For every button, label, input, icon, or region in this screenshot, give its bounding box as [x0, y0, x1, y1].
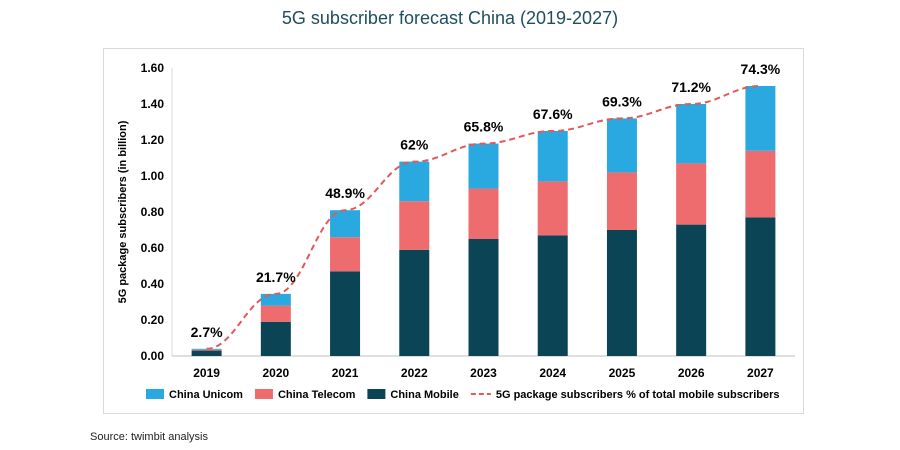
percentage-line: [206, 85, 761, 350]
bar-china-telecom: [676, 163, 707, 225]
y-tick-label: 1.00: [141, 169, 165, 183]
x-tick-label: 2019: [193, 366, 220, 380]
bar-china-unicom: [399, 161, 430, 202]
source-note: Source: twimbit analysis: [90, 431, 208, 443]
bar-china-unicom: [745, 86, 776, 151]
percentage-label: 48.9%: [325, 185, 365, 201]
x-tick-label: 2024: [539, 366, 566, 380]
bar-china-unicom: [676, 104, 707, 164]
x-tick-label: 2023: [470, 366, 497, 380]
bar-china-unicom: [468, 143, 499, 189]
bar-china-mobile: [606, 230, 637, 356]
legend-label: China Telecom: [278, 389, 356, 401]
bar-china-unicom: [260, 293, 291, 306]
legend-swatch: [367, 389, 386, 399]
x-tick-label: 2026: [678, 366, 705, 380]
y-tick-label: 1.60: [141, 61, 165, 75]
y-axis-title: 5G package subscribers (in billion): [117, 120, 129, 303]
bar-china-telecom: [260, 305, 291, 322]
bar-china-telecom: [606, 172, 637, 230]
legend-swatch: [254, 389, 273, 399]
bar-china-mobile: [191, 350, 222, 356]
bar-china-telecom: [191, 349, 222, 351]
x-tick-label: 2022: [401, 366, 428, 380]
bar-china-unicom: [537, 131, 568, 182]
y-tick-label: 0.20: [141, 313, 165, 327]
x-tick-label: 2021: [332, 366, 359, 380]
bar-china-mobile: [676, 224, 707, 356]
bar-china-telecom: [468, 188, 499, 239]
percentage-label: 71.2%: [671, 79, 711, 95]
bar-china-telecom: [537, 181, 568, 236]
y-tick-label: 0.40: [141, 277, 165, 291]
chart-title: 5G subscriber forecast China (2019-2027): [281, 8, 619, 28]
bar-china-mobile: [745, 217, 776, 356]
bar-china-telecom: [330, 237, 361, 272]
y-tick-label: 1.20: [141, 133, 165, 147]
percentage-label: 65.8%: [464, 119, 504, 135]
y-tick-label: 0.80: [141, 205, 165, 219]
percentage-label: 62%: [400, 137, 429, 153]
bar-china-mobile: [468, 239, 499, 356]
x-tick-label: 2020: [262, 366, 289, 380]
x-tick-label: 2025: [609, 366, 636, 380]
percentage-label: 2.7%: [191, 324, 223, 340]
legend-label: China Unicom: [169, 389, 243, 401]
bar-china-mobile: [399, 249, 430, 356]
bar-china-mobile: [330, 271, 361, 356]
legend-label: 5G package subscribers % of total mobile…: [496, 389, 780, 401]
percentage-label: 21.7%: [256, 269, 296, 285]
x-tick-label: 2027: [747, 366, 774, 380]
y-tick-label: 0.60: [141, 241, 165, 255]
bar-china-mobile: [260, 321, 291, 356]
bar-china-telecom: [399, 201, 430, 250]
percentage-label: 67.6%: [533, 106, 573, 122]
bar-china-unicom: [606, 118, 637, 173]
bar-china-mobile: [537, 235, 568, 356]
y-tick-label: 1.40: [141, 97, 165, 111]
chart-frame: [103, 48, 804, 414]
percentage-label: 69.3%: [602, 93, 642, 109]
y-tick-label: 0.00: [141, 349, 165, 363]
percentage-label: 74.3%: [741, 61, 781, 77]
bar-china-telecom: [745, 150, 776, 218]
legend-label: China Mobile: [390, 389, 458, 401]
legend-swatch: [146, 389, 164, 399]
